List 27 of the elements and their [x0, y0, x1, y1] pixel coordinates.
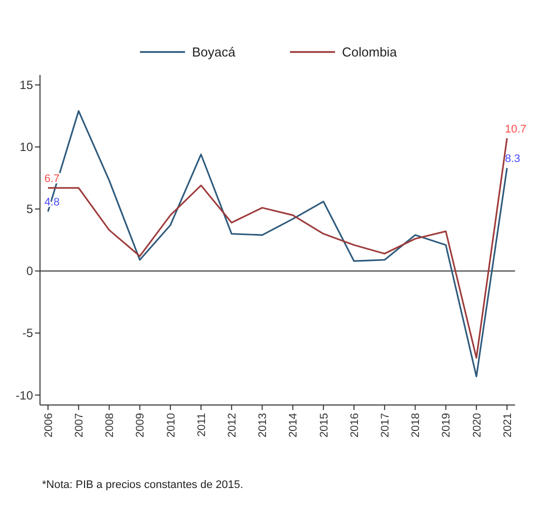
x-tick-label: 2016: [348, 413, 361, 438]
x-tick-label: 2018: [410, 413, 422, 438]
x-tick-label: 2007: [73, 413, 86, 438]
x-tick-label: 2019: [440, 413, 453, 438]
y-tick-label: -10: [16, 388, 34, 402]
x-tick-label: 2017: [379, 413, 392, 438]
text: *Nota: PIB a precios constantes de 2015.: [42, 479, 244, 491]
x-tick-label: 2015: [318, 413, 330, 438]
x-tick-label: 2009: [134, 413, 147, 438]
data-label: 10.7: [505, 123, 526, 136]
legend-label: Boyacá: [192, 44, 236, 60]
legend-label: Colombia: [342, 44, 398, 60]
x-tick-label: 2021: [502, 413, 514, 438]
x-tick-label: 2011: [196, 413, 208, 437]
y-tick-label: -5: [22, 326, 34, 340]
x-tick-label: 2014: [288, 413, 300, 438]
y-tick-label: 15: [20, 78, 34, 92]
y-tick-label: 5: [26, 202, 34, 216]
data-label: 8.3: [505, 153, 520, 166]
x-tick-label: 2006: [42, 413, 55, 438]
y-tick-label: 0: [26, 264, 34, 278]
x-tick-label: 2013: [257, 413, 270, 438]
y-tick-label: 10: [20, 140, 34, 154]
x-tick-label: 2008: [104, 413, 116, 438]
x-tick-label: 2012: [226, 413, 238, 438]
x-tick-label: 2010: [165, 413, 178, 438]
x-tick-label: 2020: [471, 413, 484, 438]
